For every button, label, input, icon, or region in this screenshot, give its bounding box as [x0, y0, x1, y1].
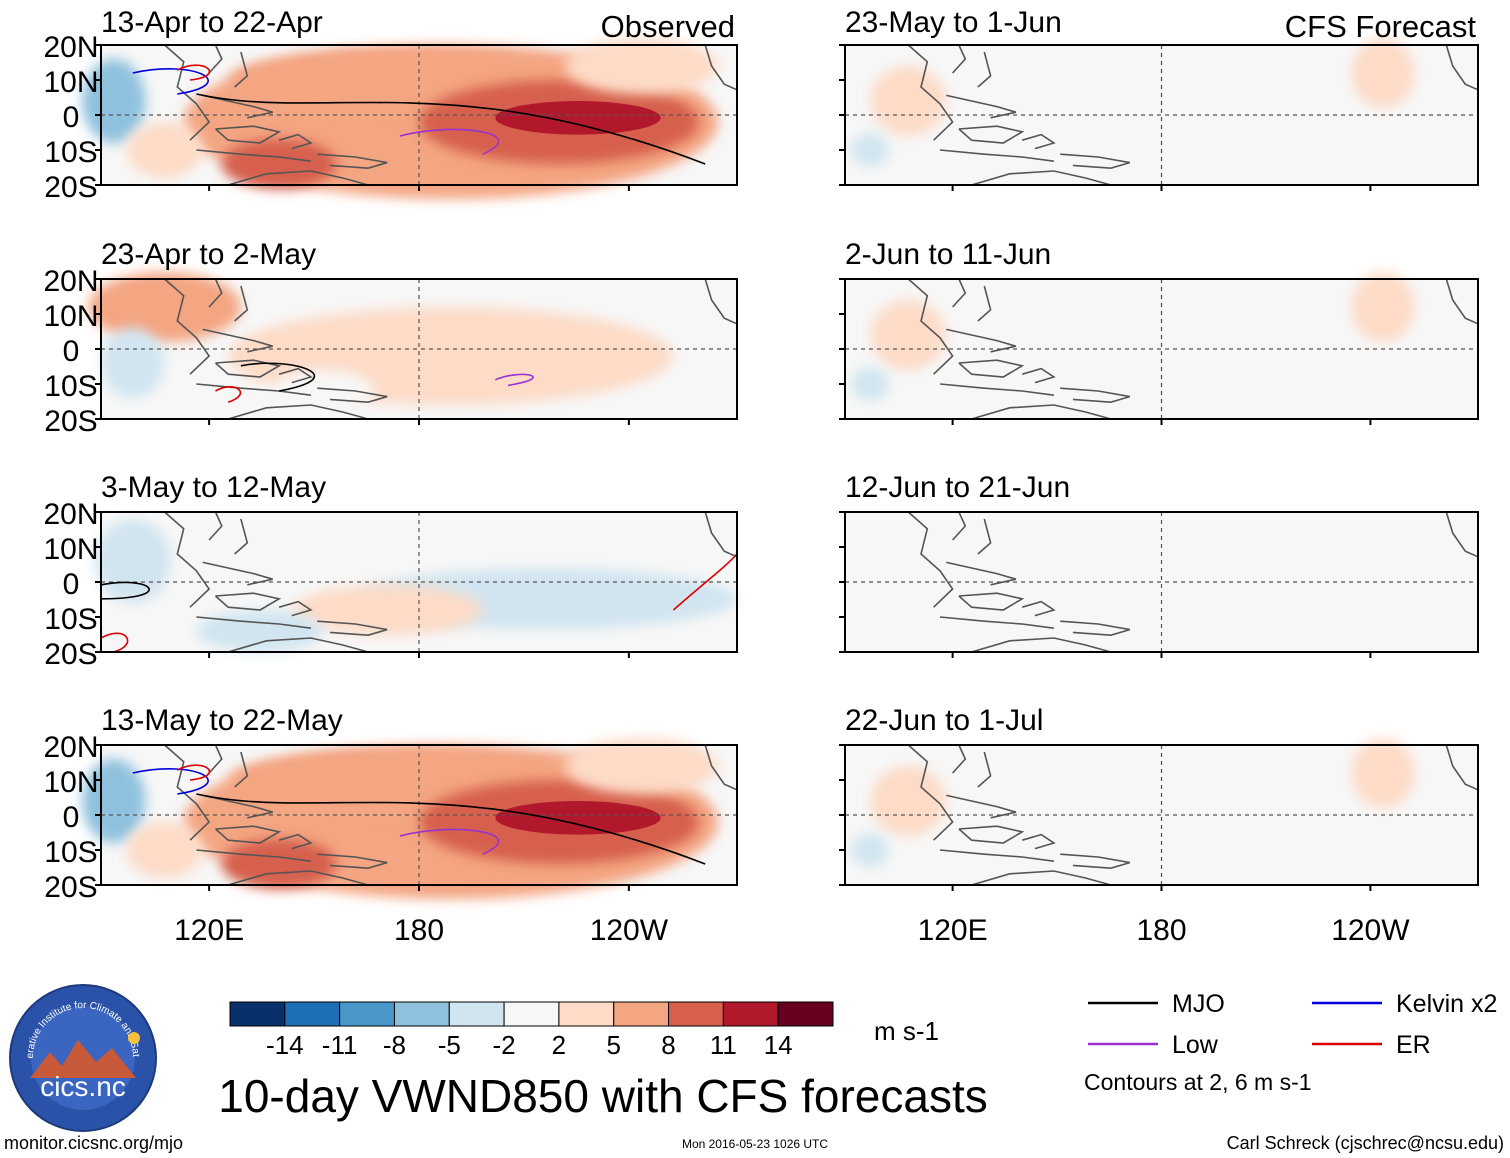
colorbar-swatch	[668, 1001, 724, 1027]
colorbar-swatch	[722, 1001, 779, 1027]
y-tick-label: 0	[63, 568, 80, 601]
y-tick-label: 10S	[44, 836, 97, 869]
colorbar-label: 2	[552, 1030, 566, 1060]
colorbar-label: -5	[438, 1030, 461, 1060]
colorbar-label: -2	[493, 1030, 516, 1060]
footer-timestamp: Mon 2016-05-23 1026 UTC	[682, 1137, 828, 1151]
y-tick-label: 10S	[44, 370, 97, 403]
panel-title: 23-May to 1-Jun	[845, 6, 1062, 39]
panel-5: 23-May to 1-Jun CFS Forecast	[839, 6, 1479, 191]
colorbar-swatch	[613, 1001, 670, 1027]
panel-8: 22-Jun to 1-Jul	[839, 704, 1479, 891]
y-tick-label: 10N	[43, 533, 98, 566]
colorbar-label: -14	[266, 1030, 304, 1060]
chart-title: 10-day VWND850 with CFS forecasts	[218, 1070, 988, 1122]
x-tick-label: 120W	[1331, 914, 1410, 947]
panel-title: 12-Jun to 21-Jun	[845, 471, 1070, 504]
contour-note: Contours at 2, 6 m s-1	[1084, 1069, 1312, 1095]
y-tick-label: 20S	[44, 405, 97, 438]
colorbar-units: m s-1	[874, 1016, 939, 1046]
panel-title: 3-May to 12-May	[101, 471, 326, 504]
y-tick-label: 20N	[43, 731, 98, 764]
panel-title: 2-Jun to 11-Jun	[845, 238, 1051, 271]
y-tick-label: 0	[63, 101, 80, 134]
colorbar-label: 5	[606, 1030, 620, 1060]
colorbar-swatch	[339, 1001, 395, 1027]
x-tick-label: 180	[1136, 914, 1186, 947]
y-tick-label: 10S	[44, 603, 97, 636]
y-tick-label: 20N	[43, 498, 98, 531]
x-tick-label: 120E	[918, 914, 988, 947]
y-tick-label: 20S	[44, 871, 97, 904]
y-tick-label: 20N	[43, 31, 98, 64]
colorbar-label: -11	[322, 1030, 358, 1060]
y-tick-label: 20N	[43, 265, 98, 298]
y-tick-label: 10S	[44, 136, 97, 169]
group-label: CFS Forecast	[1285, 9, 1477, 44]
x-tick-label: 120W	[590, 914, 669, 947]
colorbar-swatch	[284, 1001, 341, 1027]
panel-title: 13-May to 22-May	[101, 704, 343, 737]
colorbar-label: 14	[764, 1030, 793, 1060]
colorbar-swatch	[393, 1001, 450, 1027]
colorbar-swatch	[777, 1001, 834, 1027]
y-tick-label: 0	[63, 335, 80, 368]
colorbar-swatch	[448, 1001, 505, 1027]
colorbar-label: -8	[383, 1030, 406, 1060]
panel-title: 23-Apr to 2-May	[101, 238, 316, 271]
group-label: Observed	[601, 9, 735, 44]
colorbar-swatch	[558, 1001, 615, 1027]
panel-7: 12-Jun to 21-Jun	[839, 471, 1479, 658]
contour-legend-label: MJO	[1172, 990, 1225, 1018]
panel-6: 2-Jun to 11-Jun	[839, 238, 1479, 425]
logo-text: cics.nc	[40, 1071, 126, 1102]
x-tick-label: 180	[394, 914, 444, 947]
y-tick-label: 20S	[44, 171, 97, 204]
panel-title: 13-Apr to 22-Apr	[101, 6, 323, 39]
colorbar-swatch	[503, 1001, 560, 1027]
colorbar-label: 11	[710, 1030, 737, 1060]
contour-legend-label: Kelvin x2	[1396, 990, 1497, 1018]
x-tick-label: 120E	[174, 914, 244, 947]
panel-title: 22-Jun to 1-Jul	[845, 704, 1043, 737]
colorbar-label: 8	[661, 1030, 675, 1060]
y-tick-label: 10N	[43, 766, 98, 799]
contour-legend-label: ER	[1396, 1031, 1431, 1059]
y-tick-label: 10N	[43, 300, 98, 333]
colorbar-swatch	[229, 1001, 286, 1027]
y-tick-label: 0	[63, 801, 80, 834]
footer-url[interactable]: monitor.cicsnc.org/mjo	[4, 1133, 183, 1153]
y-tick-label: 10N	[43, 66, 98, 99]
footer-author: Carl Schreck (cjschrec@ncsu.edu)	[1227, 1133, 1504, 1153]
contour-legend-label: Low	[1172, 1031, 1219, 1059]
y-tick-label: 20S	[44, 638, 97, 671]
